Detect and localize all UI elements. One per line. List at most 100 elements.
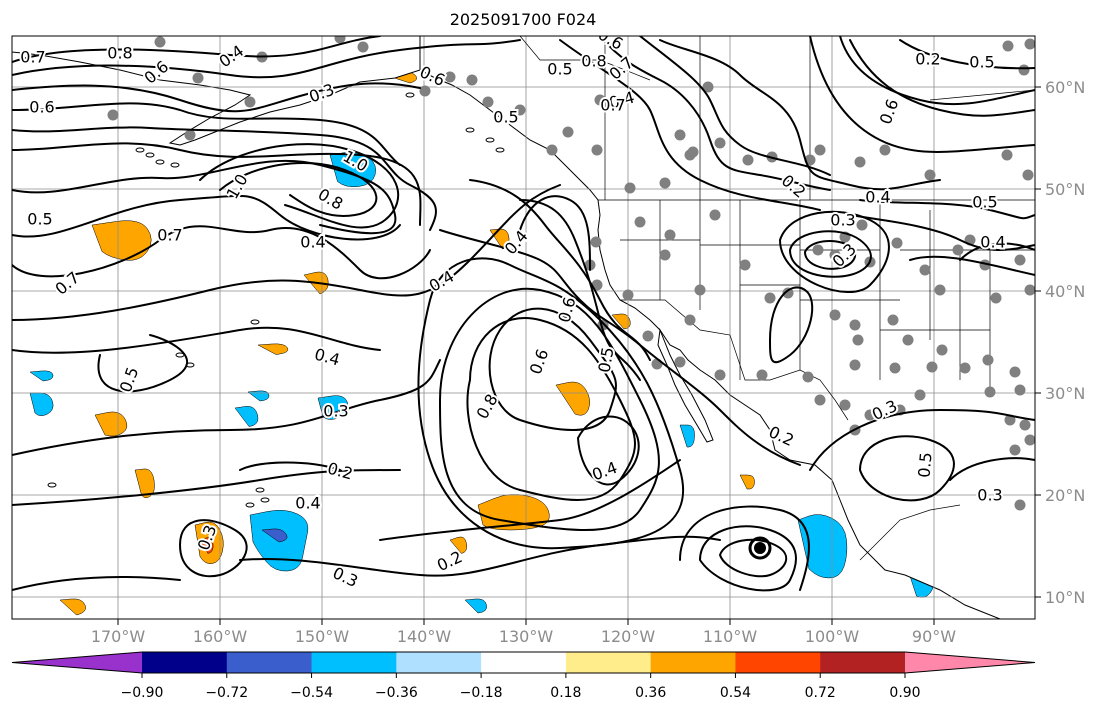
contour-lines (12, 36, 1035, 592)
positive-anomaly-area (477, 494, 550, 531)
positive-anomaly-area (134, 468, 155, 498)
colorbar-tick-label: −0.90 (121, 685, 164, 701)
station-dot (1024, 434, 1035, 446)
colorbar-segment (735, 652, 821, 673)
island (260, 497, 270, 503)
station-dot (879, 144, 891, 156)
station-dot (1024, 38, 1035, 50)
station-dot (482, 96, 494, 108)
contour-label: 0.4 (300, 233, 325, 252)
station-dot (154, 36, 166, 48)
station-dot (990, 292, 1002, 304)
station-dot (514, 104, 526, 116)
contour-label: 0.7 (20, 48, 45, 67)
station-dot (1014, 499, 1026, 511)
negative-anomaly-area (29, 370, 54, 382)
colorbar-segment (142, 652, 228, 673)
island (170, 162, 180, 168)
contour-label: 0.3 (830, 211, 855, 230)
contour-label: 0.5 (914, 451, 935, 478)
station-dot (651, 358, 663, 370)
station-dot (1024, 284, 1035, 296)
negative-anomaly-areas (29, 68, 934, 614)
station-dot (107, 109, 119, 121)
contour-label: 0.3 (323, 402, 348, 421)
station-dot (849, 319, 861, 331)
lon-label: 110°W (703, 627, 758, 646)
colorbar-segment (650, 652, 736, 673)
lat-label: 30°N (1045, 384, 1085, 403)
station-dot (924, 169, 936, 181)
strong-positive-anomaly-area (199, 537, 214, 554)
station-dot (982, 354, 994, 366)
map-layers: 0.7 0.80.60.40.30.60.50.60.40.80.70.60.50… (12, 36, 1035, 619)
station-dot (466, 74, 478, 86)
negative-anomaly-area (464, 598, 487, 614)
north-america-land (419, 36, 1035, 619)
station-dot (889, 362, 901, 374)
station-dot (812, 244, 824, 256)
figure-title: 2025091700 F024 (450, 10, 597, 29)
station-dot (622, 289, 634, 301)
lat-label: 60°N (1045, 78, 1085, 97)
station-dot (864, 409, 876, 421)
station-dot (914, 389, 926, 401)
island (485, 137, 495, 143)
colorbar-tick-label: −0.18 (460, 685, 503, 701)
station-dot (984, 386, 996, 398)
station-dot (546, 144, 558, 156)
station-dot (687, 146, 699, 158)
station-dot (852, 334, 864, 346)
station-dot (642, 330, 654, 342)
political-borders (519, 36, 1035, 561)
station-dot (782, 287, 794, 299)
station-dot (902, 334, 914, 346)
contour-label: 0.3 (977, 486, 1002, 505)
station-dot (419, 85, 431, 97)
colorbar-segment (311, 652, 397, 673)
colorbar-segment (396, 652, 482, 673)
station-dot (674, 356, 686, 368)
station-dot (702, 81, 714, 93)
station-dot (244, 96, 256, 108)
colorbar-segment (481, 652, 567, 673)
colorbar: −0.90 −0.72 −0.54 −0.36 −0.18 0.18 0.36 0.54 0.7… (11, 651, 1036, 701)
contour-label: 0.5 (493, 108, 518, 127)
baja-california (657, 328, 714, 443)
contour-label: 0.4 (980, 233, 1005, 252)
map-frame (11, 35, 1036, 620)
station-dot (926, 361, 938, 373)
strong-negative-anomaly-area (261, 528, 288, 543)
island (155, 159, 165, 165)
lat-label: 10°N (1045, 588, 1085, 607)
contour-label: 0.5 (969, 53, 994, 72)
positive-anomaly-area (555, 381, 591, 416)
lon-label: 90°W (912, 627, 956, 646)
contour-label: 0.2 (915, 50, 940, 69)
contour-label: 0.4 (295, 494, 320, 513)
map-axes: 170°W 160°W 150°W 140°W 130°W 120°W 110°W 100°W… (91, 78, 1086, 646)
station-dot (1001, 149, 1013, 161)
station-dot (674, 129, 686, 141)
positive-anomaly-area (611, 313, 631, 330)
island (465, 127, 475, 133)
station-dot (854, 156, 866, 168)
station-dot (1019, 419, 1031, 431)
colorbar-segment (820, 652, 906, 673)
station-dot (887, 314, 899, 326)
contour-label: 0.5 (27, 210, 52, 229)
lon-label: 140°W (397, 627, 452, 646)
contour-label: 0.4 (865, 188, 890, 207)
station-dot (1022, 169, 1034, 181)
station-dot (714, 369, 726, 381)
station-dots (107, 36, 1035, 511)
station-dot (856, 219, 868, 231)
contour-label: 0.7 (600, 96, 625, 115)
station-dot (814, 394, 826, 406)
island (135, 147, 145, 153)
station-dot (624, 182, 636, 194)
colorbar-tick-label: 0.18 (550, 685, 581, 701)
station-dot (952, 244, 964, 256)
negative-anomaly-area (317, 395, 349, 420)
